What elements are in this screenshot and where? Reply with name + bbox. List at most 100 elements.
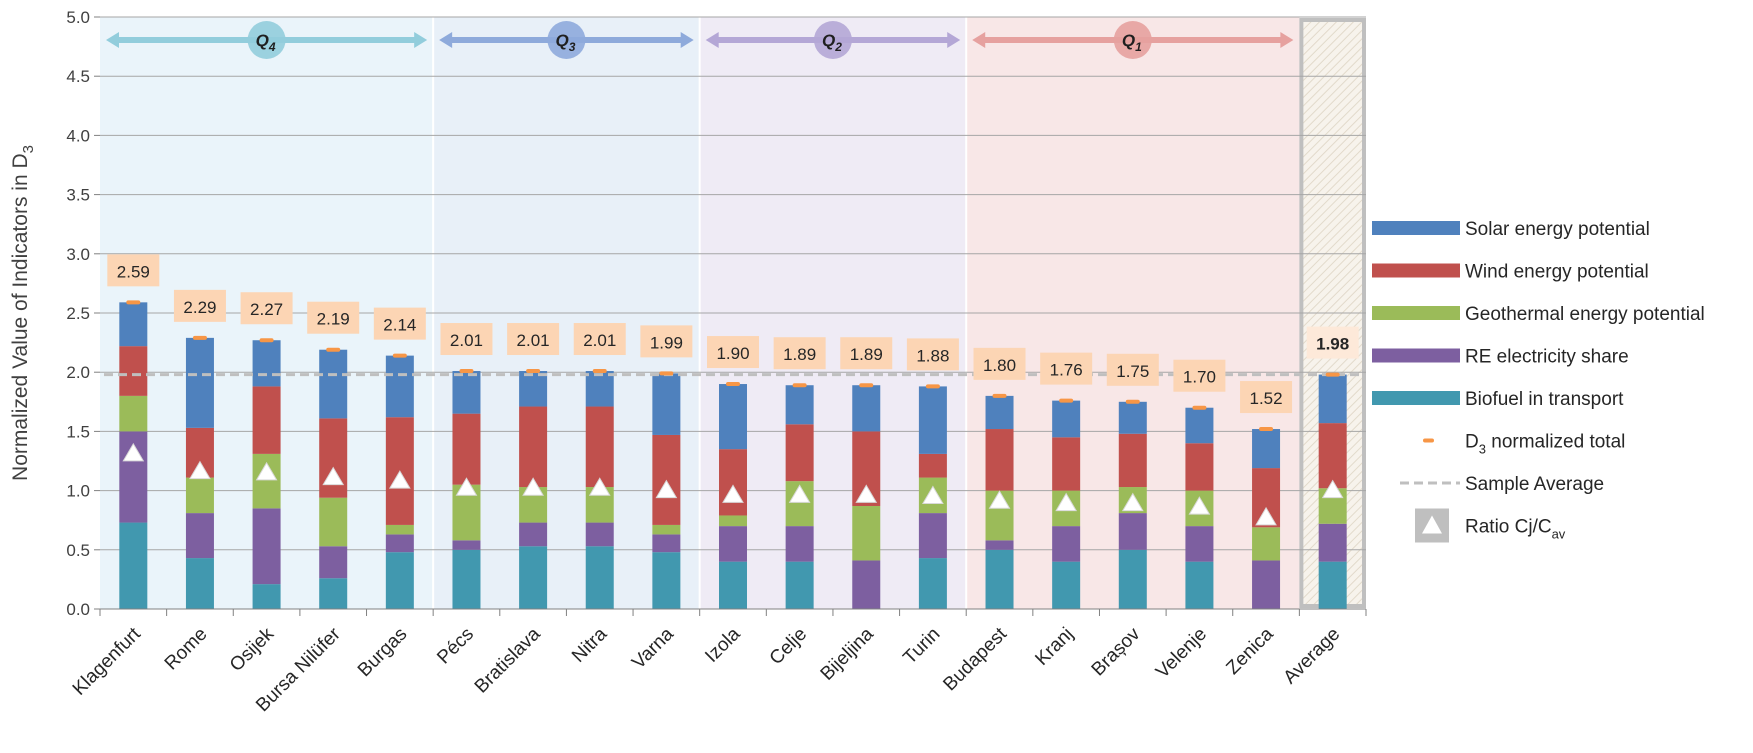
bar-segment-wind-energy-potential [452,413,481,485]
total-marker [925,384,940,389]
bar-segment-solar-energy-potential [985,395,1014,430]
total-label: 1.88 [916,346,949,365]
bar-segment-re-electricity-share [519,522,548,547]
legend-swatch-triangle [1422,515,1442,534]
bar-segment-re-electricity-share [185,513,214,559]
ratio-marker [189,460,211,480]
total-label-box [773,337,826,370]
bar-segment-biofuel-in-transport [1052,561,1081,609]
bar-segment-biofuel-in-transport [785,561,814,609]
x-category-label: Brașov [1088,623,1145,680]
bar-segment-re-electricity-share [652,534,681,553]
quartile-label: Q2 [822,31,842,54]
total-marker [526,369,541,374]
bar-segment-re-electricity-share [1118,513,1147,550]
x-category-label: Turin [899,624,944,669]
ratio-marker [322,466,345,486]
bar-segment-geothermal-energy-potential [185,477,214,514]
y-tick-label: 5.0 [66,8,90,27]
total-label-box [373,307,426,340]
quartile-arrowhead-left [972,32,986,48]
x-category-label: Klagenfurt [69,623,146,700]
legend-swatch-dash [1423,438,1434,443]
bar-segment-re-electricity-share [852,560,881,609]
bar-segment-re-electricity-share [1052,526,1081,562]
bar-segment-re-electricity-share [1185,526,1214,562]
legend-swatch [1372,391,1460,405]
bar-segment-biofuel-in-transport [585,546,614,609]
total-label: 2.27 [250,300,283,319]
x-category-label: Bratislava [471,623,545,697]
bar-segment-biofuel-in-transport [1318,561,1347,609]
ratio-marker [788,484,811,503]
total-label: 1.75 [1116,362,1149,381]
x-category-label: Bijeljina [817,623,878,684]
total-label: 2.01 [517,331,550,350]
bar-segment-biofuel-in-transport [1118,549,1147,609]
ratio-marker [1255,506,1277,526]
legend-label: Solar energy potential [1465,219,1650,240]
total-label-box [107,254,160,287]
legend-label: Biofuel in transport [1465,389,1624,410]
total-label-box [240,292,293,325]
bar-segment-biofuel-in-transport [119,522,148,609]
ratio-marker [722,484,744,503]
bar-segment-solar-energy-potential [719,384,747,450]
bar-segment-wind-energy-potential [1118,433,1147,488]
bar-segment-biofuel-in-transport [719,561,747,609]
bar-segment-solar-energy-potential [452,371,481,414]
total-marker [1259,427,1274,432]
bar-segment-wind-energy-potential [985,429,1014,491]
bar-segment-solar-energy-potential [1052,400,1081,438]
total-label-box [1240,381,1293,414]
total-label: 2.01 [450,331,483,350]
bar-segment-re-electricity-share [1252,560,1281,609]
quartile-label: Q1 [1122,31,1142,54]
quartile-label: Q4 [256,31,276,54]
total-marker [992,393,1007,398]
bar-segment-geothermal-energy-potential [119,395,148,432]
quartile-label: Q3 [555,31,575,54]
bar-segment-re-electricity-share [319,546,348,579]
total-marker [592,369,607,374]
total-label-box [1173,359,1226,392]
total-label: 1.76 [1050,361,1083,380]
ratio-marker [122,442,145,462]
total-label: 2.29 [183,298,216,317]
bar-segment-wind-energy-potential [785,424,814,482]
bar-segment-re-electricity-share [252,508,281,585]
quartile-badge [247,21,286,59]
quartile-arrowhead-left [106,32,119,48]
total-label-box [640,325,693,358]
total-label-box [973,347,1026,380]
bar-segment-solar-energy-potential [1118,401,1147,434]
bar-segment-wind-energy-potential [319,418,348,498]
y-tick-label: 2.5 [66,304,90,323]
total-marker [1125,399,1140,404]
bar-segment-solar-energy-potential [185,337,214,428]
total-marker [726,382,740,387]
bar-segment-biofuel-in-transport [519,546,548,609]
quartile-badge [547,21,586,59]
total-label: 2.59 [117,262,150,281]
ratio-marker [988,490,1011,509]
bar-segment-wind-energy-potential [918,453,947,478]
x-category-label: Osijek [226,623,279,676]
total-label-box [573,323,626,356]
bar-segment-geothermal-energy-potential [1252,527,1281,561]
total-label: 2.19 [317,310,350,329]
quartile-arrowhead-left [439,32,453,48]
bar-segment-re-electricity-share [918,513,947,559]
x-category-label: Burgas [354,624,411,681]
bar-segment-geothermal-energy-potential [319,497,348,547]
y-tick-label: 3.5 [66,186,90,205]
total-label: 1.98 [1316,335,1349,354]
bar-segment-solar-energy-potential [385,355,414,418]
bar-segment-solar-energy-potential [918,386,947,454]
bar-segment-re-electricity-share [585,522,614,547]
total-label-box [507,323,560,356]
bar-segment-geothermal-energy-potential [652,524,681,535]
bar-segment-re-electricity-share [385,534,414,553]
total-label: 1.52 [1250,389,1283,408]
